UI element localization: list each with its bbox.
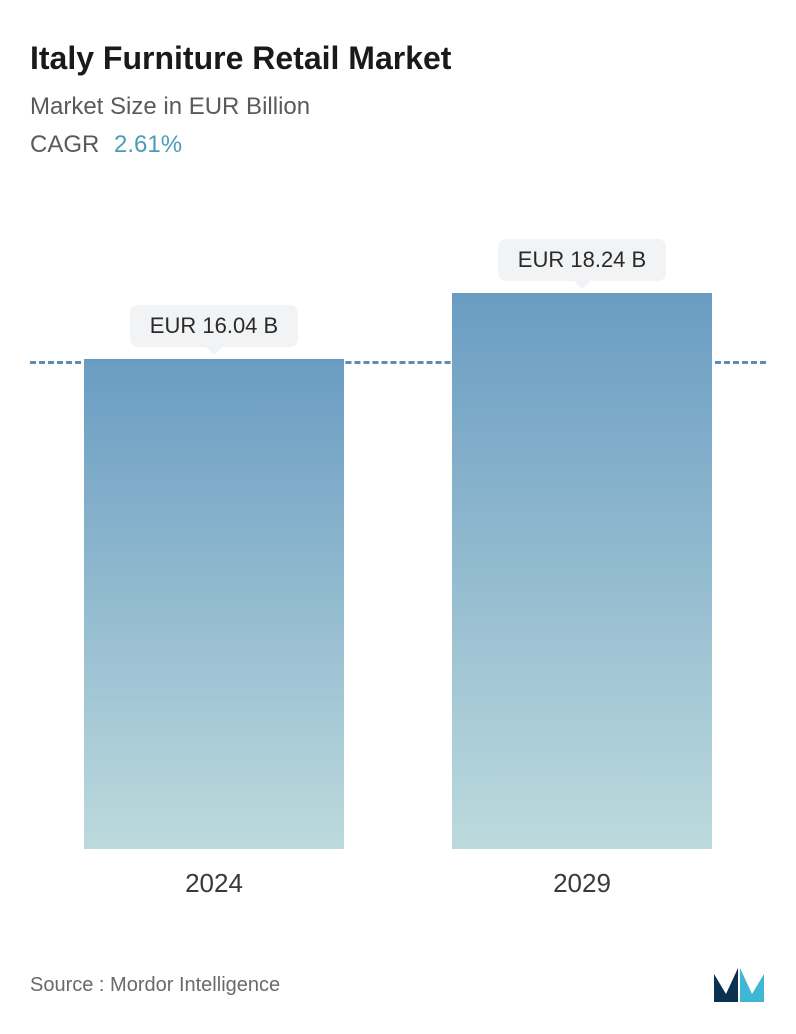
chart-subtitle: Market Size in EUR Billion [30, 93, 766, 121]
value-label-2024: EUR 16.04 B [130, 305, 298, 347]
bars-container: EUR 16.04 B EUR 18.24 B [30, 219, 766, 849]
bar-2024 [84, 359, 344, 849]
x-label-2024: 2024 [64, 868, 364, 899]
cagr-label: CAGR [30, 131, 99, 158]
bar-2029 [452, 293, 712, 849]
chart-area: EUR 16.04 B EUR 18.24 B 2024 2029 [30, 219, 766, 899]
brand-logo-icon [712, 966, 766, 1004]
cagr-row: CAGR 2.61% [30, 131, 766, 159]
footer: Source : Mordor Intelligence [30, 966, 766, 1004]
bar-group-2029: EUR 18.24 B [432, 293, 732, 849]
cagr-value: 2.61% [114, 131, 182, 158]
x-label-2029: 2029 [432, 868, 732, 899]
source-text: Source : Mordor Intelligence [30, 974, 280, 997]
x-axis-labels: 2024 2029 [30, 868, 766, 899]
chart-title: Italy Furniture Retail Market [30, 40, 766, 77]
value-label-2029: EUR 18.24 B [498, 239, 666, 281]
bar-group-2024: EUR 16.04 B [64, 359, 364, 849]
